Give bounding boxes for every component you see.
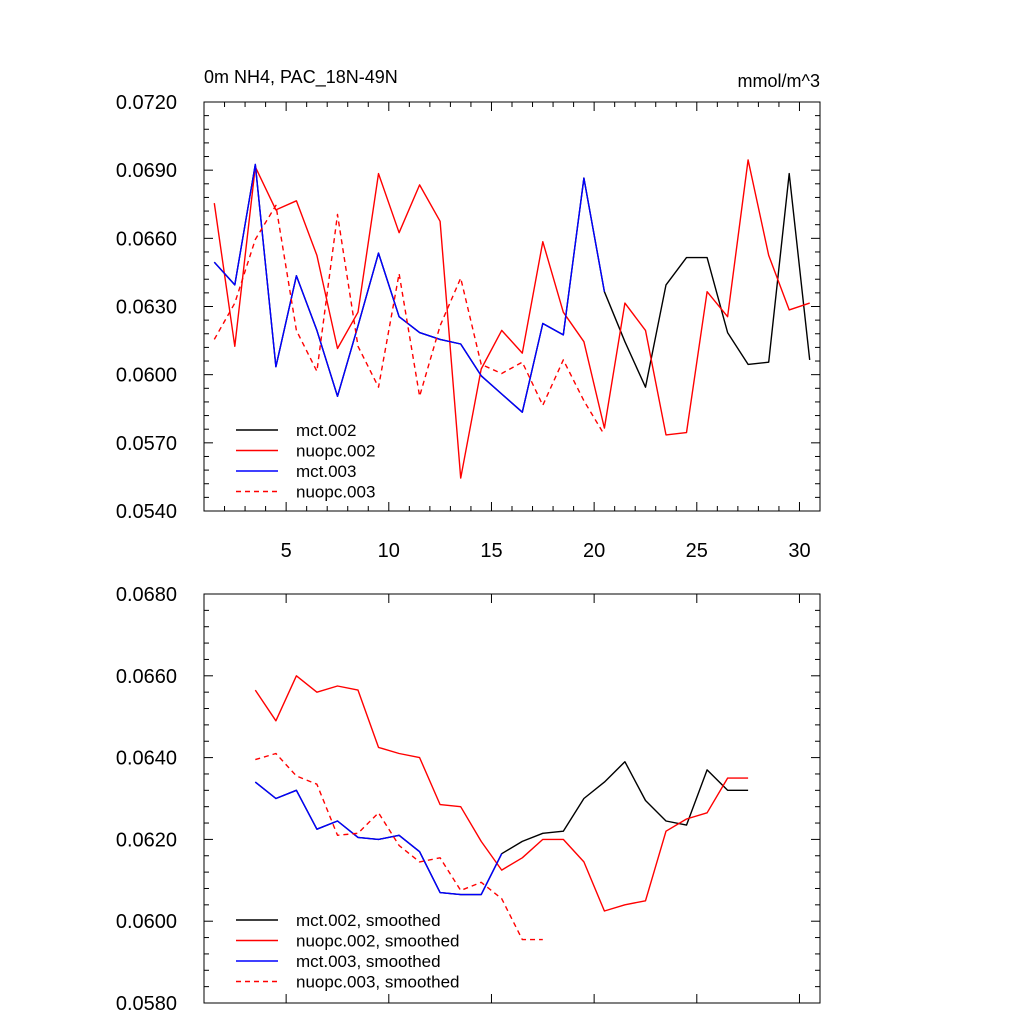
legend-label: mct.002, smoothed: [296, 911, 441, 930]
top-panel-units: mmol/m^3: [738, 71, 820, 91]
y-tick-label: 0.0690: [116, 160, 177, 182]
y-tick-label: 0.0630: [116, 297, 177, 319]
y-tick-label: 0.0570: [116, 433, 177, 455]
y-tick-label: 0.0660: [116, 666, 177, 688]
series-line-nuopc-002-smoothed: [254, 675, 749, 912]
y-tick-label: 0.0600: [116, 365, 177, 387]
y-tick-label: 0.0540: [116, 501, 177, 523]
legend-label: mct.003: [296, 462, 356, 481]
series-line-nuopc-003: [213, 204, 605, 436]
legend-label: mct.003, smoothed: [296, 952, 441, 971]
legend-label: nuopc.002, smoothed: [296, 932, 460, 951]
x-tick-label: 5: [281, 540, 292, 562]
series-line-mct-002-smoothed: [254, 761, 749, 896]
series-line-mct-003: [213, 163, 606, 413]
series-line-nuopc-003-smoothed: [255, 752, 543, 941]
legend-label: nuopc.003, smoothed: [296, 973, 460, 992]
legend-label: mct.002: [296, 421, 356, 440]
y-tick-label: 0.0680: [116, 584, 177, 606]
series-line-nuopc-002: [213, 159, 810, 479]
series-line-mct-002: [213, 163, 811, 413]
y-tick-label: 0.0640: [116, 748, 177, 770]
x-tick-label: 15: [480, 540, 502, 562]
y-tick-label: 0.0720: [116, 92, 177, 114]
series-line-mct-003-smoothed: [254, 781, 503, 896]
top-panel: 0m NH4, PAC_18N-49N mmol/m^3 0.0540 0.057…: [116, 67, 821, 562]
x-tick-label: 20: [583, 540, 605, 562]
y-tick-label: 0.0580: [116, 993, 177, 1015]
y-tick-label: 0.0600: [116, 911, 177, 933]
y-tick-label: 0.0620: [116, 829, 177, 851]
x-tick-label: 10: [378, 540, 400, 562]
top-panel-title: 0m NH4, PAC_18N-49N: [204, 67, 398, 88]
legend-label: nuopc.003: [296, 483, 375, 502]
bottom-panel: 0.0580 0.0600 0.0620 0.0640 0.0660 0.0680 mct.…: [116, 584, 821, 1015]
plot-frame: [203, 593, 821, 1004]
x-tick-label: 25: [686, 540, 708, 562]
legend-label: nuopc.002: [296, 442, 375, 461]
x-tick-label: 30: [788, 540, 810, 562]
y-tick-label: 0.0660: [116, 228, 177, 250]
